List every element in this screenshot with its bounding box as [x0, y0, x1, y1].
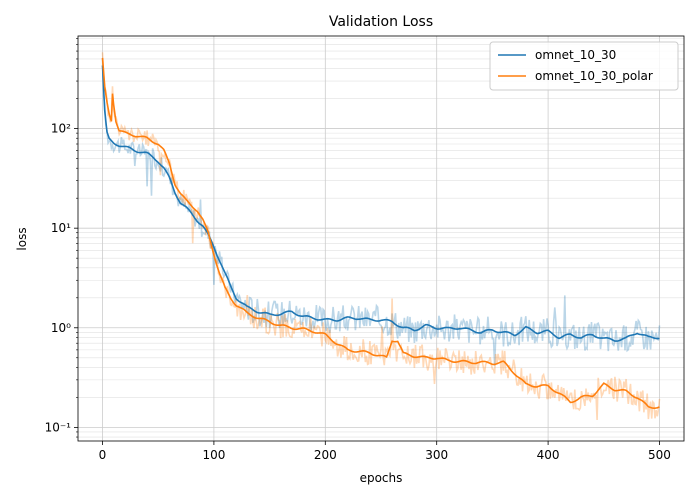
legend-label-omnet-10-30-polar: omnet_10_30_polar — [535, 69, 653, 83]
x-tick-label: 400 — [537, 448, 560, 462]
chart-title: Validation Loss — [329, 14, 433, 30]
plot-area — [78, 36, 684, 441]
y-axis-label: loss — [15, 227, 29, 250]
y-axis-ticks: 10⁻¹ 10⁰ 10¹ 10² — [45, 38, 78, 438]
raw-series-group — [101, 52, 661, 421]
x-tick-label: 100 — [202, 448, 225, 462]
y-tick-label: 10⁰ — [51, 321, 71, 335]
x-tick-label: 0 — [99, 448, 107, 462]
raw-line-omnet-10-30-polar — [101, 52, 661, 421]
x-tick-label: 200 — [314, 448, 337, 462]
x-axis-ticks: 0 100 200 300 400 500 — [99, 441, 671, 462]
major-gridlines — [78, 36, 684, 441]
x-tick-label: 500 — [648, 448, 671, 462]
y-tick-label: 10¹ — [51, 221, 71, 235]
x-axis-label: epochs — [360, 471, 403, 485]
legend-label-omnet-10-30: omnet_10_30 — [535, 48, 616, 62]
smoothed-line-omnet-10-30 — [101, 65, 660, 342]
smoothed-line-omnet-10-30-polar — [101, 57, 660, 409]
legend: omnet_10_30 omnet_10_30_polar — [489, 41, 679, 91]
y-tick-label: 10² — [51, 122, 71, 136]
legend-box — [489, 41, 679, 91]
smoothed-series-group — [101, 57, 660, 409]
plot-frame — [77, 35, 685, 442]
x-tick-label: 300 — [425, 448, 448, 462]
raw-line-omnet-10-30 — [101, 58, 661, 366]
y-tick-label: 10⁻¹ — [45, 420, 72, 434]
